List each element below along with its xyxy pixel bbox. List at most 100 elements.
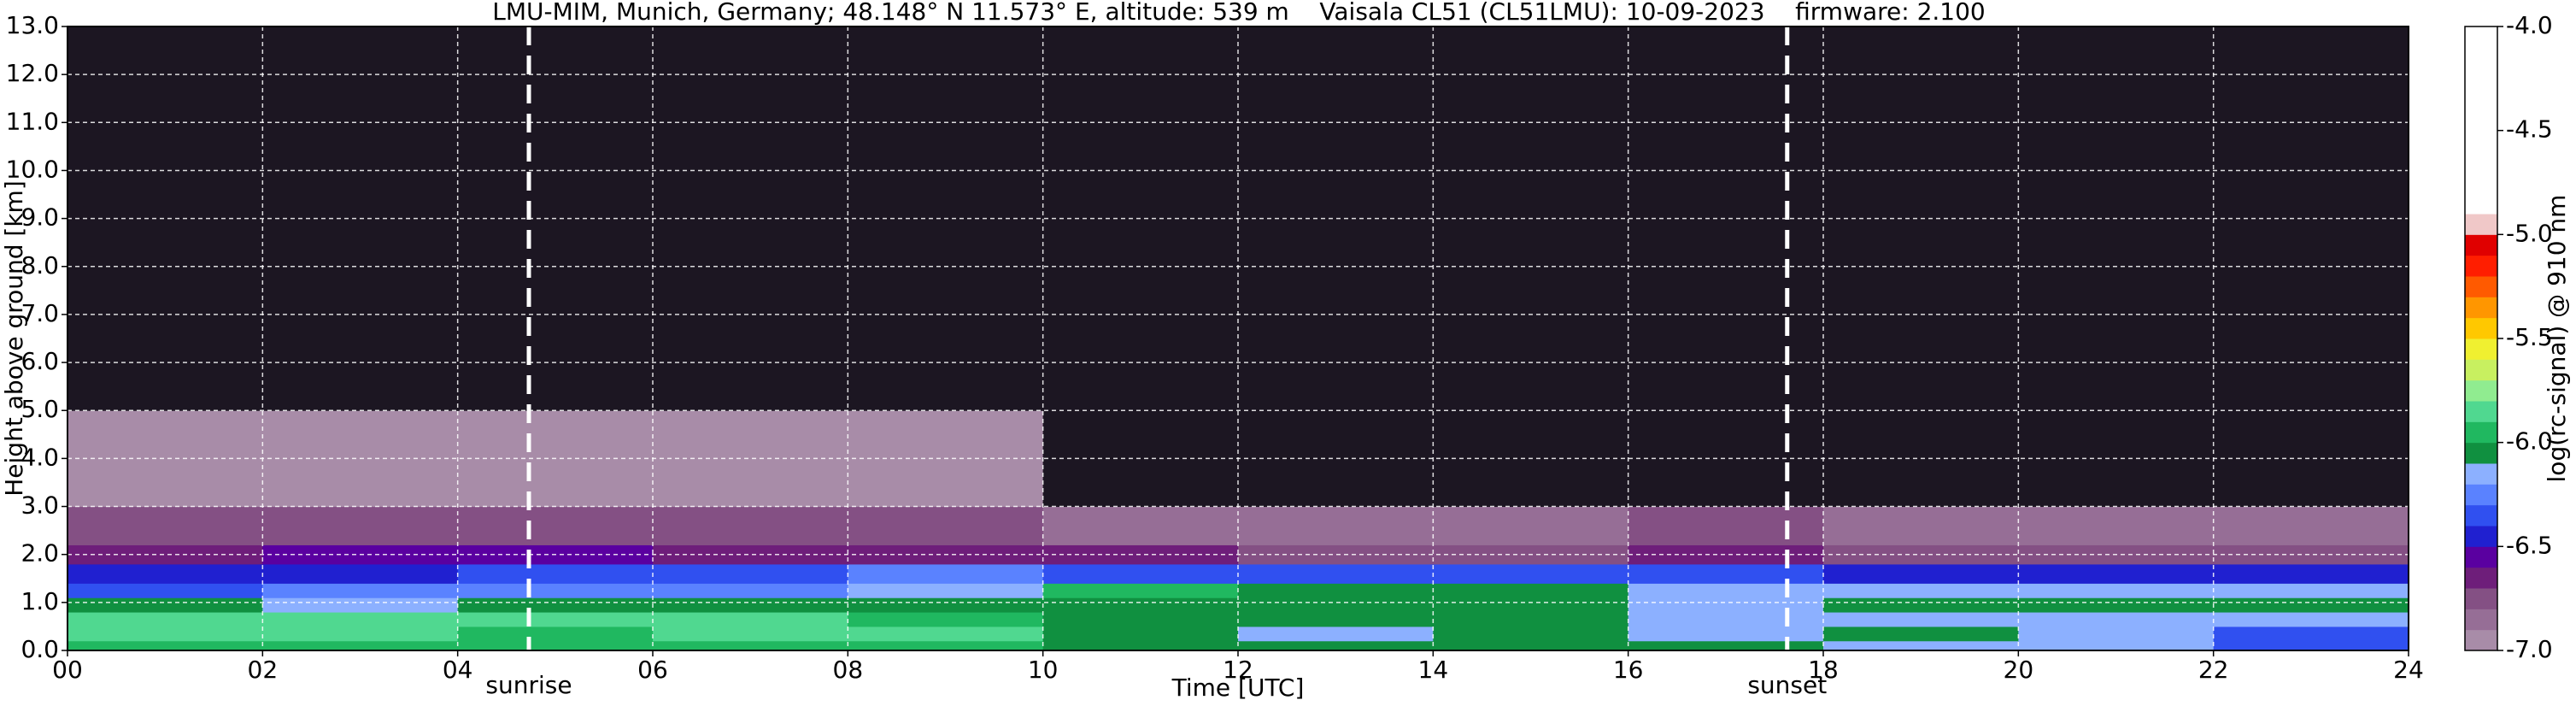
heatmap-cell bbox=[1628, 26, 1824, 411]
colorbar-segment bbox=[2465, 504, 2497, 527]
heatmap-cell bbox=[457, 626, 654, 642]
heatmap-cell bbox=[653, 597, 848, 613]
heatmap-cell bbox=[1628, 544, 1824, 565]
heatmap-cell bbox=[67, 640, 263, 651]
y-axis-label: Height above ground [km] bbox=[0, 180, 28, 497]
heatmap-cell bbox=[2018, 612, 2215, 627]
x-tick-label: 20 bbox=[2004, 656, 2034, 684]
heatmap-cell bbox=[262, 626, 459, 642]
heatmap-cell bbox=[653, 583, 848, 598]
colorbar-segment bbox=[2465, 546, 2497, 568]
colorbar-segment bbox=[2465, 526, 2497, 547]
y-tick-label: 6.0 bbox=[21, 347, 59, 375]
y-tick-label: 8.0 bbox=[21, 251, 59, 279]
heatmap-cell bbox=[1238, 506, 1434, 545]
heatmap-cell bbox=[2213, 626, 2409, 642]
colorbar-segment bbox=[2465, 214, 2497, 235]
x-axis-label: Time [UTC] bbox=[1171, 674, 1305, 702]
colorbar-segment bbox=[2465, 26, 2497, 215]
heatmap-cell bbox=[1628, 506, 1824, 545]
heatmap-cell bbox=[1433, 612, 1629, 627]
heatmap-cell bbox=[1042, 626, 1239, 642]
heatmap-cell bbox=[1823, 506, 2019, 545]
y-tick-label: 0.0 bbox=[21, 635, 59, 663]
heatmap-cell bbox=[457, 583, 654, 598]
y-tick-label: 13.0 bbox=[6, 11, 59, 39]
heatmap-cell bbox=[2213, 640, 2409, 651]
heatmap-cell bbox=[848, 626, 1044, 642]
heatmap-cell bbox=[2213, 563, 2409, 584]
heatmap-cell bbox=[1823, 612, 2019, 627]
heatmap-cell bbox=[848, 506, 1044, 545]
heatmap-cell bbox=[2213, 597, 2409, 613]
heatmap-cell bbox=[1628, 410, 1824, 508]
colorbar-segment bbox=[2465, 609, 2497, 631]
heatmap-cell bbox=[1628, 597, 1824, 613]
heatmap-cell bbox=[1628, 640, 1824, 651]
heatmap-cell bbox=[1042, 640, 1239, 651]
heatmap-cell bbox=[457, 640, 654, 651]
y-tick-label: 10.0 bbox=[6, 155, 59, 183]
plot-frame bbox=[67, 26, 2409, 651]
heatmap-cell bbox=[1238, 563, 1434, 584]
colorbar-segment bbox=[2465, 484, 2497, 506]
heatmap-cell bbox=[1433, 506, 1629, 545]
chart-title: LMU-MIM, Munich, Germany; 48.148° N 11.5… bbox=[492, 0, 1986, 26]
x-tick-label: 04 bbox=[443, 656, 473, 684]
colorbar-tick-label: -4.0 bbox=[2506, 11, 2553, 39]
colorbar-label: log(rc-signal) @ 910 nm bbox=[2543, 195, 2571, 483]
heatmap-cell bbox=[2213, 544, 2409, 565]
x-tick-label: 16 bbox=[1613, 656, 1644, 684]
y-tick-label: 9.0 bbox=[21, 203, 59, 232]
heatmap-cell bbox=[2213, 583, 2409, 598]
heatmap-cell bbox=[1628, 612, 1824, 627]
heatmap-cell bbox=[1823, 583, 2019, 598]
heatmap-cell bbox=[1238, 626, 1434, 642]
heatmap-cell bbox=[457, 612, 654, 627]
heatmap-cell bbox=[1628, 583, 1824, 598]
heatmap-cell bbox=[1042, 597, 1239, 613]
colorbar-segment bbox=[2465, 421, 2497, 444]
heatmap-cell bbox=[67, 563, 263, 584]
x-tick-label: 18 bbox=[1808, 656, 1839, 684]
heatmap-cell bbox=[1042, 544, 1239, 565]
heatmap-cell bbox=[848, 640, 1044, 651]
heatmap-cell bbox=[653, 506, 848, 545]
colorbar-tick-label: -7.0 bbox=[2506, 635, 2553, 663]
heatmap-cell bbox=[457, 506, 654, 545]
colorbar-segment bbox=[2465, 463, 2497, 485]
colorbar-segment bbox=[2465, 317, 2497, 339]
y-tick-label: 1.0 bbox=[21, 587, 59, 615]
heatmap-cell bbox=[2213, 506, 2409, 545]
heatmap-cell bbox=[1042, 563, 1239, 584]
colorbar-segment bbox=[2465, 276, 2497, 297]
heatmap-cell bbox=[1433, 640, 1629, 651]
heatmap-cell bbox=[67, 410, 263, 508]
heatmap-cell bbox=[2213, 612, 2409, 627]
heatmap-cell bbox=[262, 597, 459, 613]
heatmap-cell bbox=[2018, 506, 2215, 545]
y-tick-label: 11.0 bbox=[6, 107, 59, 135]
x-tick-label: 02 bbox=[248, 656, 279, 684]
x-tick-label: 24 bbox=[2393, 656, 2424, 684]
x-tick-label: 00 bbox=[52, 656, 83, 684]
heatmap-cell bbox=[2213, 410, 2409, 508]
heatmap-cell bbox=[67, 544, 263, 565]
heatmap-cell bbox=[1433, 563, 1629, 584]
colorbar-segment bbox=[2465, 629, 2497, 651]
heatmap-cell bbox=[2018, 640, 2215, 651]
heatmap-cell bbox=[2213, 26, 2409, 411]
heatmap-cell bbox=[67, 506, 263, 545]
heatmap-cell bbox=[67, 626, 263, 642]
x-tick-label: 14 bbox=[1418, 656, 1449, 684]
heatmap-cell bbox=[848, 583, 1044, 598]
colorbar-tick-label: -5.5 bbox=[2506, 323, 2553, 351]
event-label: sunrise bbox=[485, 671, 572, 699]
colorbar-segment bbox=[2465, 401, 2497, 422]
heatmap-cell bbox=[1628, 626, 1824, 642]
heatmap-cell bbox=[1433, 626, 1629, 642]
heatmap-cell bbox=[1238, 640, 1434, 651]
heatmap-cell bbox=[1042, 583, 1239, 598]
heatmap-cell bbox=[1042, 506, 1239, 545]
